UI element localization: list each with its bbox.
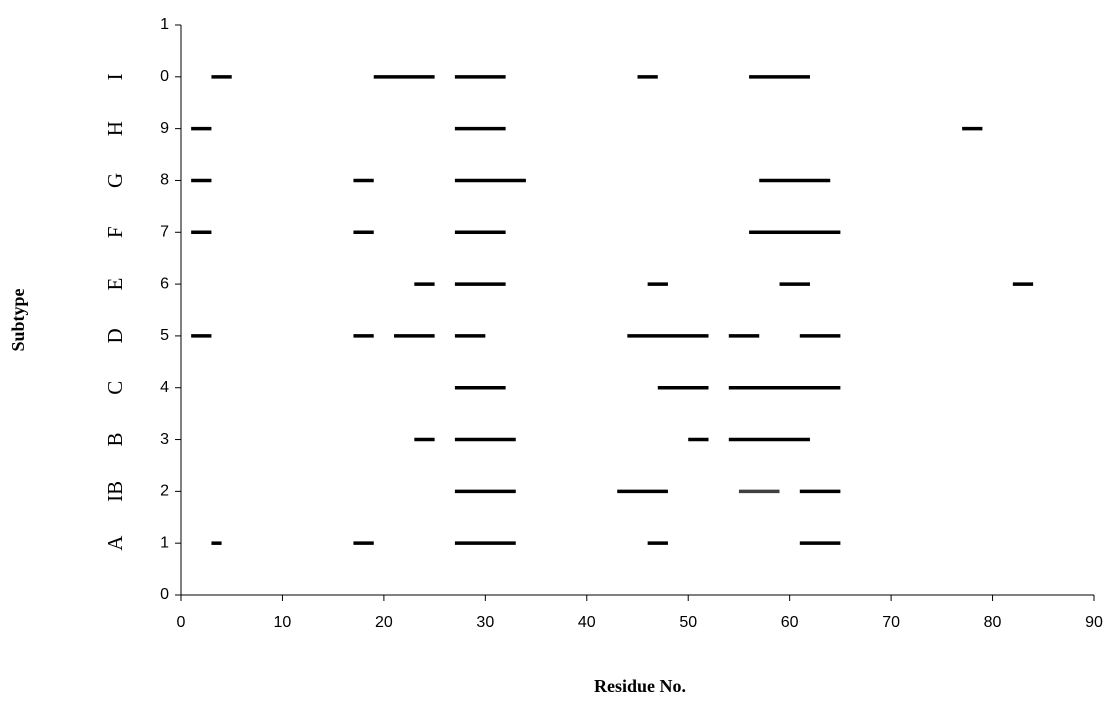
category-label: IB xyxy=(103,481,127,502)
category-label: D xyxy=(103,328,127,343)
y-tick-label: 0 xyxy=(160,586,169,603)
category-label: G xyxy=(103,173,127,188)
x-tick-label: 50 xyxy=(679,614,697,631)
x-tick-label: 10 xyxy=(274,614,292,631)
x-tick-label: 20 xyxy=(375,614,393,631)
y-tick-label: 1 xyxy=(160,16,169,33)
y-tick-label: 6 xyxy=(160,275,169,292)
x-tick-label: 30 xyxy=(476,614,494,631)
category-label: B xyxy=(103,433,127,447)
x-axis-title: Residue No. xyxy=(594,676,686,696)
x-tick-label: 90 xyxy=(1085,614,1103,631)
category-label: C xyxy=(103,381,127,395)
y-tick-label: 0 xyxy=(160,68,169,85)
y-tick-label: 4 xyxy=(160,379,169,396)
x-tick-label: 40 xyxy=(578,614,596,631)
category-label: F xyxy=(103,226,127,238)
x-tick-label: 80 xyxy=(984,614,1002,631)
y-tick-label: 5 xyxy=(160,327,169,344)
category-label: A xyxy=(103,535,127,551)
y-tick-label: 1 xyxy=(160,534,169,551)
y-axis-title: Subtype xyxy=(8,288,28,351)
x-tick-label: 0 xyxy=(177,614,186,631)
y-tick-label: 7 xyxy=(160,223,169,240)
category-label: E xyxy=(103,278,127,291)
x-tick-label: 70 xyxy=(882,614,900,631)
y-tick-label: 9 xyxy=(160,120,169,137)
category-label: H xyxy=(103,121,127,136)
category-label: I xyxy=(103,73,127,80)
y-tick-label: 2 xyxy=(160,483,169,500)
x-tick-label: 60 xyxy=(781,614,799,631)
y-tick-label: 3 xyxy=(160,431,169,448)
y-tick-label: 8 xyxy=(160,172,169,189)
